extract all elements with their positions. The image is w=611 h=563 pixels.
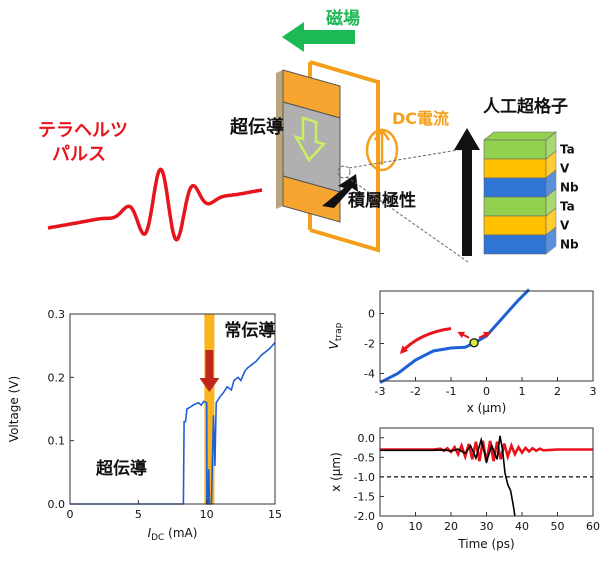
magnetic-field-label: 磁場 [326, 8, 360, 29]
trajectory-series-black [380, 435, 516, 517]
x-tick-label: -2 [410, 385, 421, 398]
escape-arrow [399, 327, 452, 354]
oscillation-arrow-left [457, 331, 470, 339]
x-tick-label: 0 [67, 508, 74, 521]
trajectory-chart: 0 10 20 30 40 50 600.0-0.5-1.0-1.5-2.0 x (μm) … [329, 427, 600, 551]
y-tick-label: -1.5 [354, 490, 375, 503]
chart2-x-axis-label: x (μm) [467, 401, 507, 415]
x-tick-label: 50 [551, 520, 565, 533]
x-tick-label: 5 [135, 508, 142, 521]
x-tick-label: 0 [377, 520, 384, 533]
superconducting-state-label: 超伝導 [96, 458, 147, 479]
stack-layer [483, 215, 547, 236]
stack-layer [483, 139, 547, 160]
x-tick-label: 1 [519, 385, 526, 398]
dc-current-label: DC電流 [392, 109, 449, 128]
stack-top-face [483, 131, 557, 141]
superlattice-title: 人工超格子 [483, 96, 568, 117]
layer-label: Nb [560, 238, 579, 252]
layer-label: Ta [560, 200, 575, 214]
highlight-band [204, 314, 215, 504]
x-label-sub: DC [151, 533, 164, 543]
zoom-lines [337, 147, 471, 263]
x-tick-label: -1 [446, 385, 457, 398]
y-tick-label: -1.0 [354, 471, 375, 484]
x-label-main: I [148, 526, 152, 540]
x-tick-label: 60 [586, 520, 600, 533]
oscillation-arrow-right [478, 331, 491, 339]
terahertz-label-line2: パルス [52, 144, 106, 165]
chart2-y-axis-label: Vtrap [327, 322, 344, 349]
trajectory-series-red [380, 440, 593, 463]
terahertz-label-line1: テラヘルツ [38, 120, 128, 141]
y-tick-label: 0.0 [48, 498, 66, 511]
x-tick-label: 10 [409, 520, 423, 533]
layer-label: V [560, 162, 570, 176]
y-tick-label: -2.0 [354, 510, 375, 523]
stack-layer-side [545, 226, 557, 255]
y-tick-label: -0.5 [354, 451, 375, 464]
chart1-frame [69, 313, 276, 505]
y-tick-label: 0.3 [48, 308, 66, 321]
potential-series-line [379, 288, 531, 384]
voltage-series-line [70, 341, 276, 505]
dc-current-icon [365, 127, 399, 172]
chart3-x-axis-label: Time (ps) [457, 537, 514, 551]
y-tick-label: 0.0 [358, 432, 376, 445]
polarity-arrow [322, 174, 358, 208]
y-label-sub: trap [334, 322, 344, 341]
y-tick-label: 0.2 [48, 371, 66, 384]
superconductor-label: 超伝導 [230, 116, 284, 138]
polarity-label: 積層極性 [348, 190, 416, 211]
chart3-frame [379, 427, 594, 517]
down-arrow [199, 350, 220, 392]
x-tick-label: 20 [444, 520, 458, 533]
x-tick-label: 15 [268, 508, 282, 521]
stack-layer [483, 234, 547, 255]
x-tick-label: -3 [375, 385, 386, 398]
x-tick-label: 0 [483, 385, 490, 398]
stack-layer [483, 196, 547, 217]
chart1-ticks: 0 5 10 15 0.0 0.1 0.2 0.3 [48, 308, 283, 521]
y-tick-label: 0 [368, 308, 375, 321]
x-tick-label: 30 [480, 520, 494, 533]
voltage-current-chart: 0 5 10 15 0.0 0.1 0.2 0.3 常伝導 超伝導 Voltage (V) I… [7, 308, 282, 543]
chart3-ticks: 0 10 20 30 40 50 60 0.0 -0.5 -1.0 -1.5 -2.0 [354, 432, 600, 533]
superlattice-arrow [454, 128, 480, 256]
stack-layer [483, 177, 547, 198]
x-tick-label: 10 [200, 508, 214, 521]
terahertz-pulse [47, 167, 263, 242]
y-label-main: V [327, 340, 341, 349]
x-tick-label: 40 [515, 520, 529, 533]
chart1-x-axis-label: IDC (mA) [148, 526, 198, 543]
magnetic-field-arrow [282, 22, 355, 52]
device-schematic: 磁場 DC電流 超伝導 積層極性 [38, 8, 579, 263]
layer-label: V [560, 219, 570, 233]
chart1-y-axis-label: Voltage (V) [7, 376, 21, 442]
trapped-particle [469, 338, 479, 348]
trap-potential-chart: -3 -2 -1 0 1 2 3 0 -2 -4 Vtrap x (μm) [327, 288, 597, 415]
chart3-y-axis-label: x (μm) [329, 452, 343, 492]
layer-label: Nb [560, 181, 579, 195]
normal-state-label: 常伝導 [224, 320, 275, 341]
x-label-unit: (mA) [164, 526, 197, 540]
x-tick-label: 2 [554, 385, 561, 398]
chart2-ticks: -3 -2 -1 0 1 2 3 0 -2 -4 [364, 308, 596, 399]
stack-layer [483, 158, 547, 179]
x-tick-label: 3 [590, 385, 597, 398]
superlattice-stack: Ta V Nb Ta V Nb [483, 131, 579, 255]
superconductor-sample [276, 69, 341, 223]
y-tick-label: -4 [364, 368, 375, 381]
layer-label: Ta [560, 143, 575, 157]
y-tick-label: -2 [364, 338, 375, 351]
y-tick-label: 0.1 [48, 435, 66, 448]
